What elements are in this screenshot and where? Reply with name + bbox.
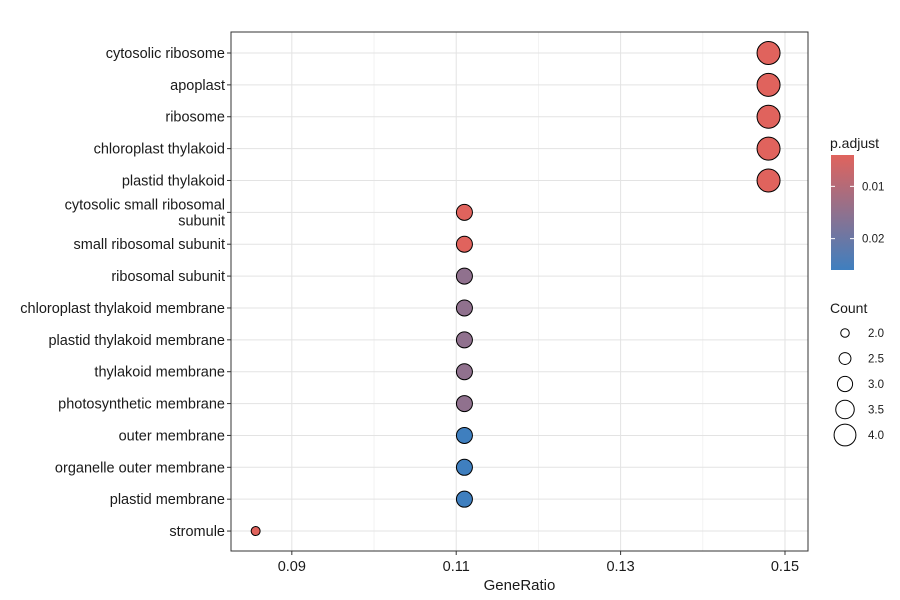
size-legend-key: [838, 352, 852, 365]
color-legend-title: p.adjust: [830, 135, 879, 151]
data-point: [455, 331, 473, 349]
x-tick-label: 0.15: [771, 559, 799, 575]
size-legend-key: [840, 328, 850, 338]
size-legend-key: [835, 399, 855, 420]
size-legend-label: 2.5: [868, 354, 884, 366]
color-legend: p.adjust 0.01 0.02: [830, 135, 884, 270]
y-tick-label: plastid thylakoid membrane: [48, 333, 225, 349]
y-tick-label: thylakoid membrane: [94, 365, 225, 381]
size-legend-label: 3.5: [868, 405, 884, 417]
x-axis: 0.09 0.11 0.13 0.15: [278, 551, 799, 575]
data-point: [455, 490, 473, 508]
y-tick-label: chloroplast thylakoid: [94, 142, 225, 158]
y-tick-label: cytosolic ribosome: [106, 46, 225, 62]
y-tick-label: outer membrane: [119, 428, 225, 444]
data-point: [756, 41, 781, 65]
data-point: [455, 267, 473, 285]
size-legend-label: 3.0: [868, 379, 884, 391]
y-tick-label: organelle outer membrane: [55, 460, 225, 476]
data-point: [756, 72, 781, 97]
x-axis-title: GeneRatio: [484, 577, 556, 594]
y-tick-label: plastid thylakoid: [122, 173, 225, 189]
size-legend-title: Count: [830, 300, 867, 316]
data-point: [455, 395, 473, 413]
y-tick-label: stromule: [169, 524, 225, 540]
size-legend-label: 2.0: [868, 328, 884, 340]
data-point: [756, 104, 781, 129]
y-tick-label: photosynthetic membrane: [58, 397, 225, 413]
x-tick-label: 0.11: [443, 559, 470, 575]
data-point: [756, 168, 781, 193]
data-point: [455, 363, 473, 381]
y-tick-label: chloroplast thylakoid membrane: [20, 301, 225, 317]
y-tick-label: small ribosomal subunit: [73, 237, 225, 253]
data-point: [756, 136, 781, 161]
data-point: [455, 235, 473, 253]
x-tick-label: 0.09: [278, 559, 306, 575]
y-tick-label: cytosolic small ribosomal subunit: [65, 197, 225, 229]
size-legend-key: [833, 423, 857, 447]
y-axis: cytosolic ribosome apoplast ribosome chloro…: [20, 46, 231, 540]
data-point: [455, 458, 473, 476]
data-point: [455, 203, 473, 221]
color-bar: [831, 155, 854, 270]
color-legend-label: 0.01: [862, 181, 884, 193]
size-legend-key: [836, 375, 854, 393]
data-point: [455, 426, 473, 444]
color-legend-label: 0.02: [862, 234, 884, 246]
x-tick-label: 0.13: [606, 559, 634, 575]
data-point: [250, 526, 261, 537]
size-legend: Count 2.0 2.5 3.0 3.5 4.0: [830, 300, 884, 447]
size-legend-label: 4.0: [868, 430, 884, 442]
data-points: [250, 41, 781, 537]
plot-panel: [230, 31, 809, 552]
y-tick-label: ribosomal subunit: [111, 269, 225, 285]
y-tick-label: ribosome: [165, 110, 225, 126]
y-tick-label: apoplast: [170, 78, 225, 94]
y-tick-label: plastid membrane: [110, 492, 225, 508]
grid-lines: [231, 32, 808, 551]
data-point: [455, 299, 473, 317]
